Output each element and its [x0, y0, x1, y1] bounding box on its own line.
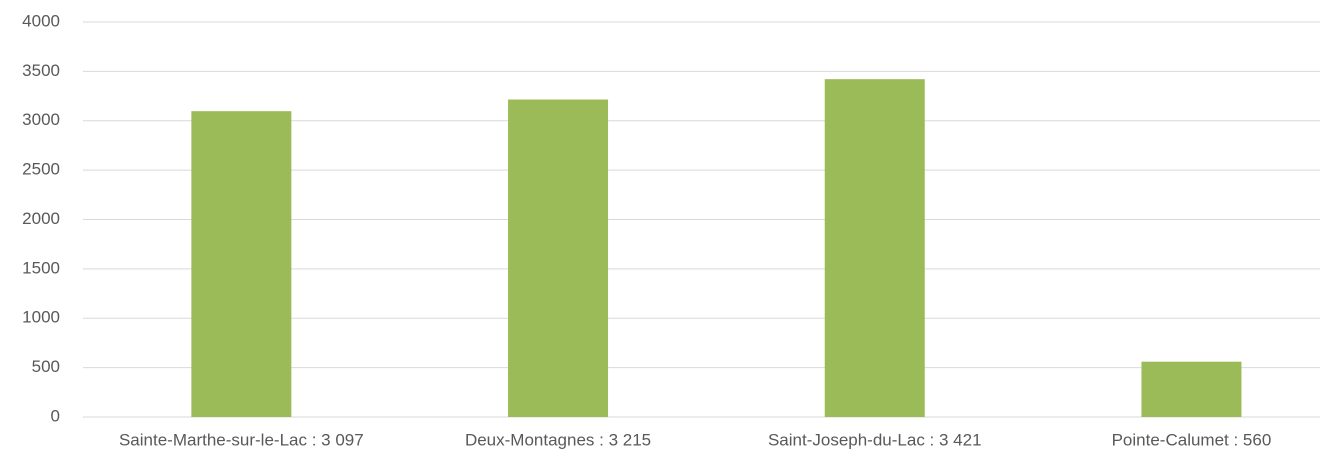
bar	[508, 99, 609, 418]
x-tick-label: Sainte-Marthe-sur-le-Lac : 3 097	[119, 430, 364, 449]
y-tick-label: 3500	[22, 61, 60, 80]
x-tick-label: Saint-Joseph-du-Lac : 3 421	[768, 430, 982, 449]
bar	[824, 79, 925, 418]
y-tick-label: 2500	[22, 160, 60, 179]
y-tick-label: 1500	[22, 258, 60, 277]
y-tick-label: 4000	[22, 11, 60, 30]
y-tick-label: 0	[51, 406, 60, 425]
bar	[1141, 361, 1242, 417]
bar	[191, 111, 292, 417]
y-tick-label: 500	[32, 357, 60, 376]
y-tick-label: 2000	[22, 209, 60, 228]
x-tick-label: Pointe-Calumet : 560	[1112, 430, 1272, 449]
y-tick-label: 1000	[22, 308, 60, 327]
y-tick-label: 3000	[22, 110, 60, 129]
x-tick-label: Deux-Montagnes : 3 215	[465, 430, 651, 449]
